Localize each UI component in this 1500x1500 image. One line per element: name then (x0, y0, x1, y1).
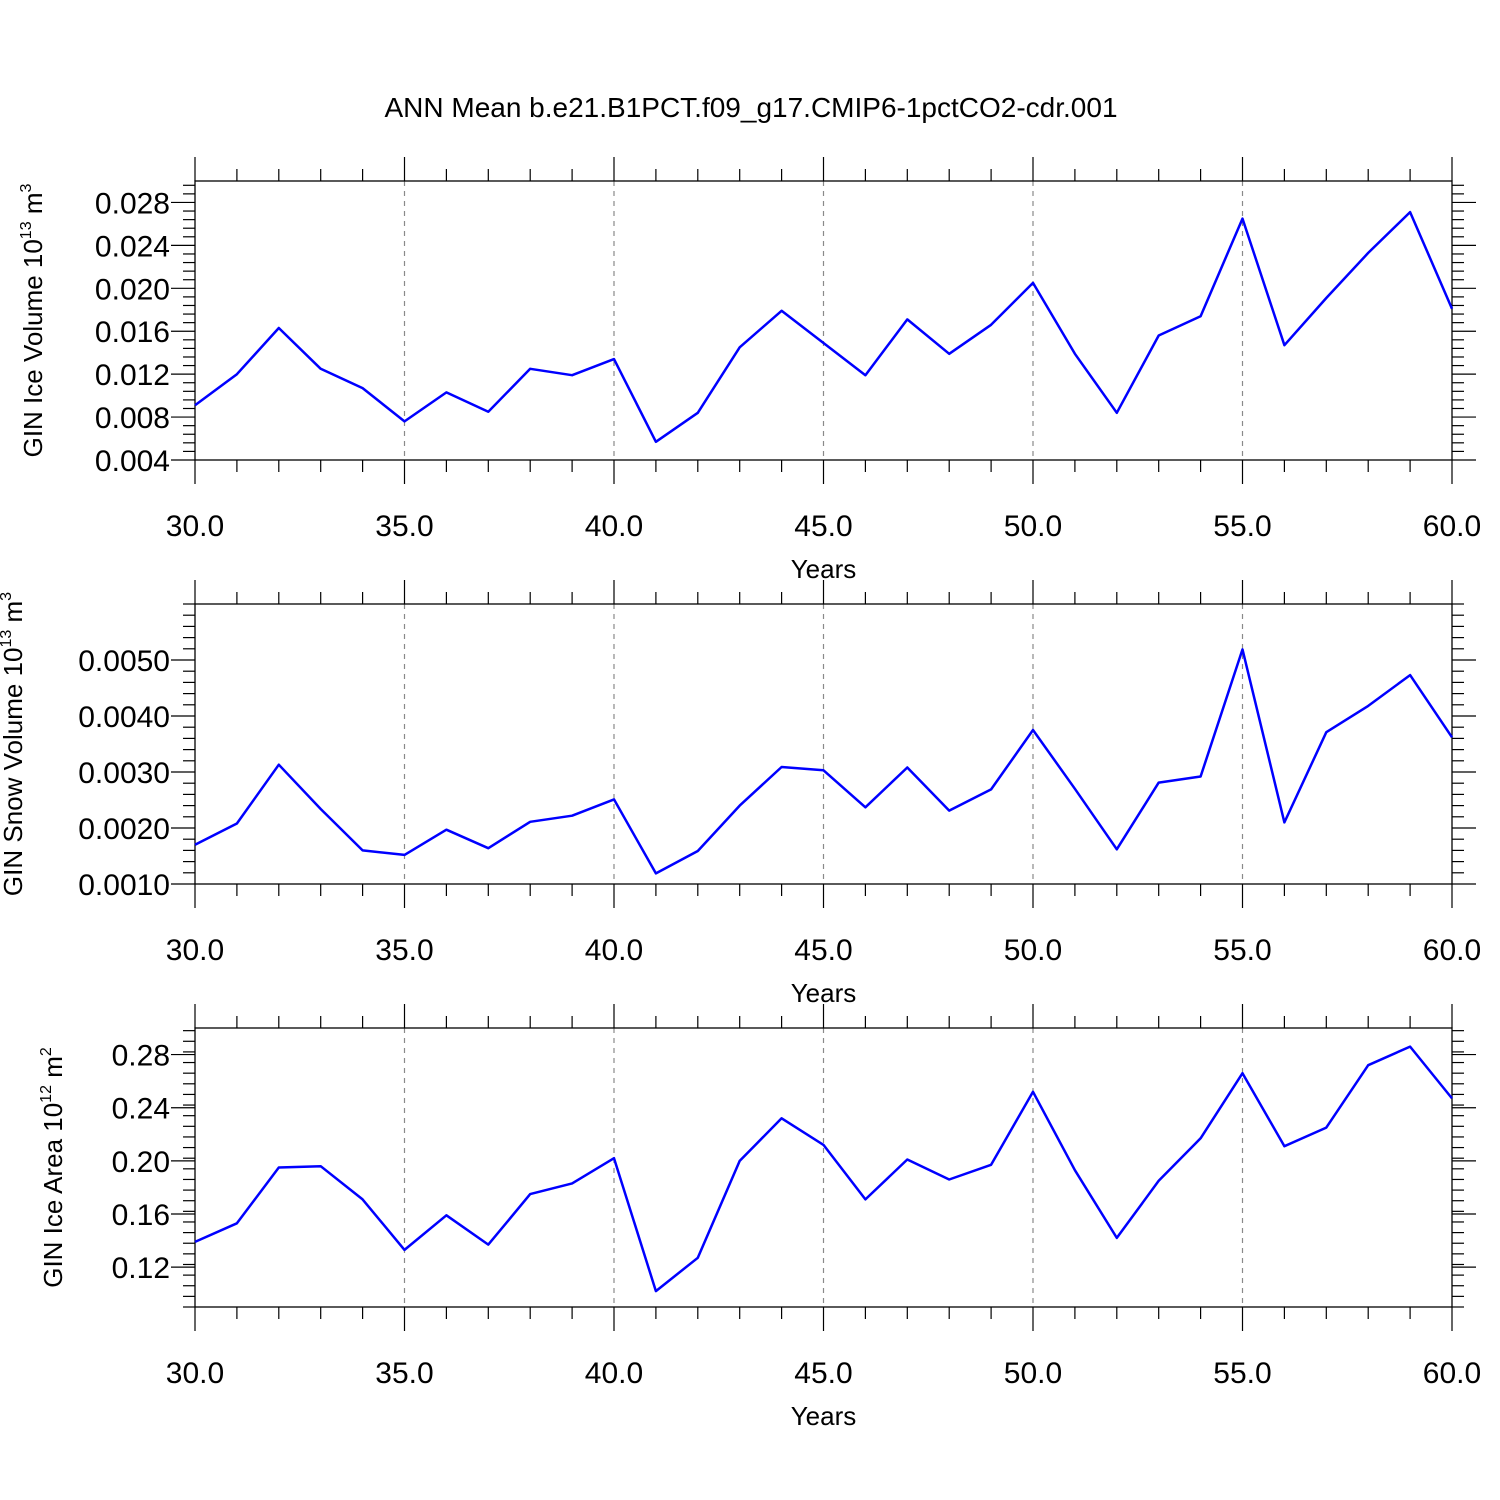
x-tick-label: 30.0 (166, 510, 224, 543)
series-line (194, 648, 1454, 875)
chart-title: ANN Mean b.e21.B1PCT.f09_g17.CMIP6-1pctC… (384, 92, 1117, 123)
y-axis-label-text: GIN Ice Volume 10 (18, 239, 48, 457)
x-tick-label: 60.0 (1423, 510, 1481, 543)
series-line (194, 210, 1454, 444)
y-axis-label-unit: m (38, 1056, 68, 1085)
y-axis-label: GIN Ice Volume 1013 m3 (18, 183, 48, 457)
y-axis-label-text: GIN Snow Volume 10 (0, 648, 28, 897)
y-axis-label-exponent: 12 (38, 1085, 55, 1103)
y-axis-label: GIN Snow Volume 1013 m3 (0, 592, 28, 896)
y-axis-label-unit: m (18, 192, 48, 221)
x-tick-label: 30.0 (166, 1357, 224, 1390)
y-axis-label: GIN Ice Area 1012 m2 (38, 1047, 68, 1288)
y-tick-label: 0.016 (95, 316, 170, 349)
x-tick-label: 40.0 (585, 510, 643, 543)
y-axis-label-exponent: 13 (18, 221, 35, 239)
x-tick-label: 30.0 (166, 934, 224, 967)
series-line (194, 1045, 1453, 1293)
x-tick-label: 45.0 (794, 934, 852, 967)
y-tick-label: 0.0010 (78, 869, 170, 902)
x-axis-label: Years (791, 978, 857, 1008)
y-axis-label-unit-exponent: 3 (0, 592, 15, 601)
ice-volume-panel: 30.0 35.0 40.0 45.0 50.0 55.0 60.0 0.004 0.008 0.… (18, 157, 1481, 584)
y-tick-label: 0.28 (112, 1040, 170, 1073)
y-tick-label: 0.0030 (78, 757, 170, 790)
x-tick-label: 35.0 (375, 510, 433, 543)
x-tick-label: 50.0 (1004, 934, 1062, 967)
x-axis-label: Years (791, 1401, 857, 1431)
x-tick-label: 40.0 (585, 1357, 643, 1390)
x-tick-label: 55.0 (1213, 510, 1271, 543)
y-tick-label: 0.16 (112, 1199, 170, 1232)
y-axis-label-unit: m (0, 601, 28, 630)
x-tick-label: 60.0 (1423, 1357, 1481, 1390)
y-tick-label: 0.008 (95, 402, 170, 435)
x-tick-label: 55.0 (1213, 1357, 1271, 1390)
y-tick-label: 0.028 (95, 187, 170, 220)
y-tick-label: 0.024 (95, 230, 170, 263)
y-tick-label: 0.0040 (78, 701, 170, 734)
x-tick-label: 40.0 (585, 934, 643, 967)
y-tick-label: 0.0020 (78, 813, 170, 846)
x-tick-label: 35.0 (375, 934, 433, 967)
y-tick-label: 0.0050 (78, 645, 170, 678)
x-tick-label: 55.0 (1213, 934, 1271, 967)
y-tick-label: 0.020 (95, 273, 170, 306)
y-axis-label-exponent: 13 (0, 630, 15, 648)
x-tick-label: 35.0 (375, 1357, 433, 1390)
ice-area-panel: 30.0 35.0 40.0 45.0 50.0 55.0 60.0 0.12 0.16 0.20… (38, 1004, 1481, 1431)
x-tick-label: 50.0 (1004, 1357, 1062, 1390)
y-tick-label: 0.012 (95, 359, 170, 392)
x-axis-label: Years (791, 554, 857, 584)
y-axis-label-unit-exponent: 3 (18, 183, 35, 192)
y-tick-label: 0.004 (95, 445, 170, 478)
x-tick-label: 60.0 (1423, 934, 1481, 967)
x-tick-label: 50.0 (1004, 510, 1062, 543)
snow-volume-panel: 30.0 35.0 40.0 45.0 50.0 55.0 60.0 0.0010 0.0020… (0, 580, 1481, 1008)
y-tick-label: 0.20 (112, 1146, 170, 1179)
y-axis-label-unit-exponent: 2 (38, 1047, 55, 1056)
y-tick-label: 0.24 (112, 1093, 170, 1126)
y-axis-label-text: GIN Ice Area 10 (38, 1103, 68, 1288)
y-tick-label: 0.12 (112, 1252, 170, 1285)
x-tick-label: 45.0 (794, 1357, 852, 1390)
x-tick-label: 45.0 (794, 510, 852, 543)
